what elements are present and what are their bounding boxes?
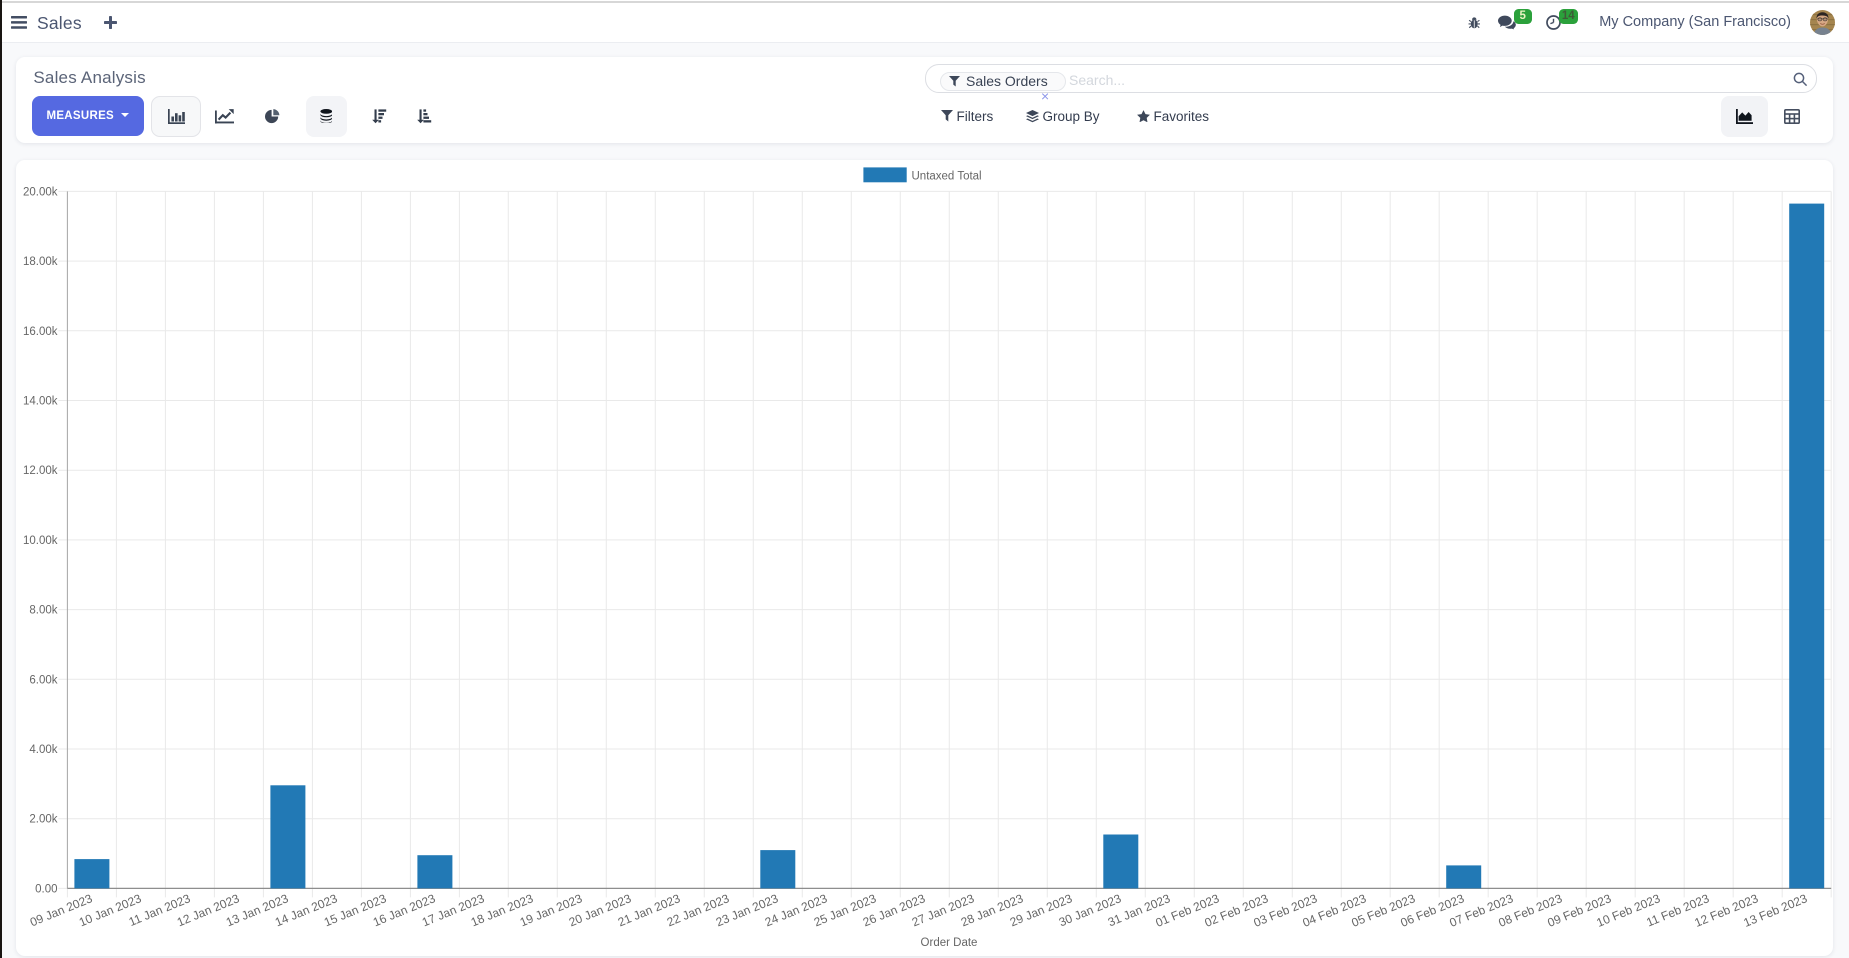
svg-text:10.00k: 10.00k: [23, 535, 58, 547]
svg-text:Untaxed Total: Untaxed Total: [912, 170, 982, 182]
svg-text:20.00k: 20.00k: [23, 186, 58, 198]
svg-text:14.00k: 14.00k: [23, 396, 58, 408]
svg-text:6.00k: 6.00k: [29, 674, 57, 686]
svg-text:4.00k: 4.00k: [29, 744, 57, 756]
svg-text:Order Date: Order Date: [921, 937, 978, 949]
svg-text:12.00k: 12.00k: [23, 465, 58, 477]
svg-text:8.00k: 8.00k: [29, 605, 57, 617]
svg-text:0.00: 0.00: [35, 883, 57, 895]
svg-text:16.00k: 16.00k: [23, 326, 58, 338]
svg-text:18.00k: 18.00k: [23, 256, 58, 268]
svg-text:2.00k: 2.00k: [29, 814, 57, 826]
